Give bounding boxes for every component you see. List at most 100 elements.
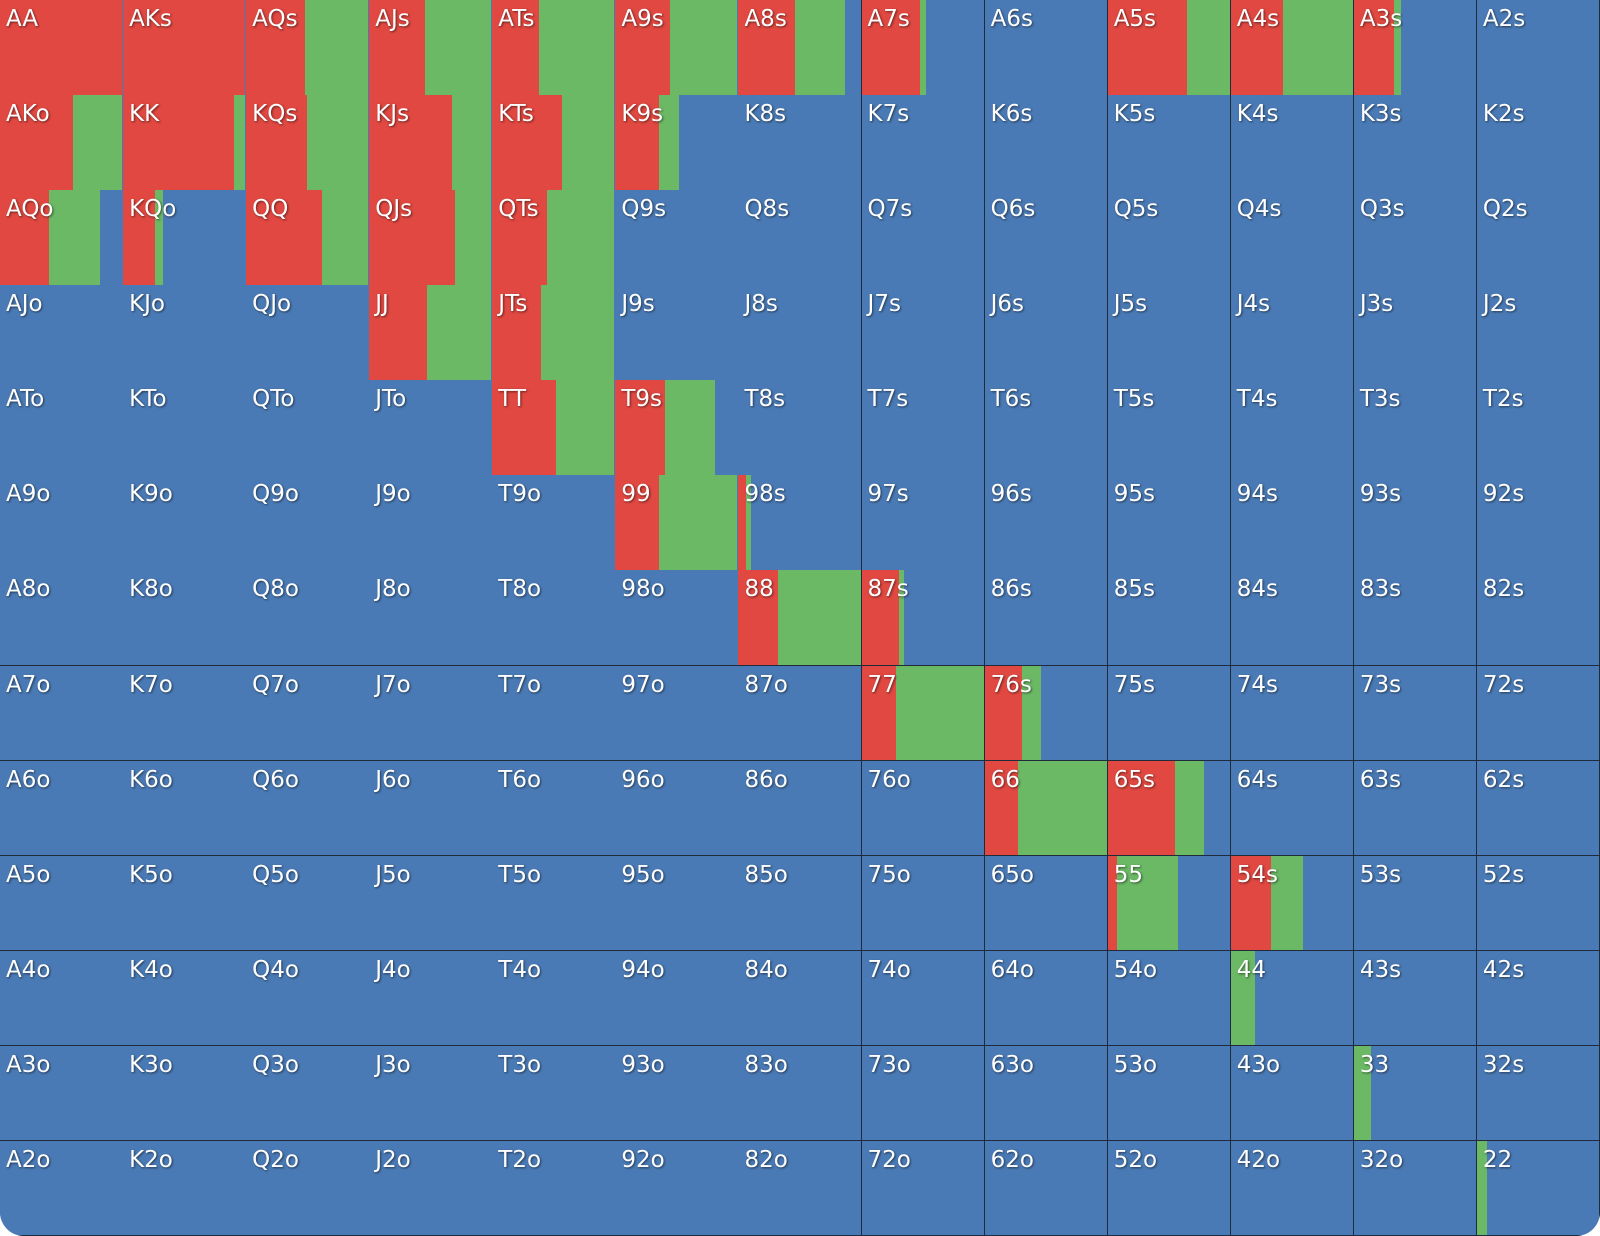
- hand-cell[interactable]: 53o: [1107, 1045, 1232, 1142]
- hand-cell[interactable]: 83o: [738, 1045, 863, 1142]
- hand-cell[interactable]: 95s: [1107, 475, 1232, 571]
- hand-cell[interactable]: T5s: [1107, 380, 1232, 476]
- hand-cell[interactable]: 42o: [1230, 1140, 1355, 1236]
- hand-cell[interactable]: T2o: [492, 1140, 616, 1236]
- hand-cell[interactable]: 44: [1230, 950, 1355, 1047]
- hand-cell[interactable]: 65o: [984, 855, 1109, 952]
- hand-cell[interactable]: KJo: [123, 285, 247, 381]
- hand-cell[interactable]: 82s: [1476, 570, 1600, 667]
- hand-cell[interactable]: J9o: [369, 475, 493, 571]
- hand-cell[interactable]: 76o: [861, 760, 986, 857]
- hand-cell[interactable]: QTs: [492, 190, 616, 286]
- hand-cell[interactable]: 65s: [1107, 760, 1232, 857]
- hand-cell[interactable]: 87o: [738, 665, 863, 762]
- hand-cell[interactable]: T7o: [492, 665, 616, 762]
- hand-cell[interactable]: T4s: [1230, 380, 1355, 476]
- hand-cell[interactable]: 74s: [1230, 665, 1355, 762]
- hand-cell[interactable]: AKs: [123, 0, 247, 96]
- hand-cell[interactable]: Q2s: [1476, 190, 1600, 286]
- hand-cell[interactable]: JTs: [492, 285, 616, 381]
- hand-cell[interactable]: K8o: [123, 570, 247, 667]
- hand-cell[interactable]: K3o: [123, 1045, 247, 1142]
- hand-cell[interactable]: K6s: [984, 95, 1109, 191]
- hand-cell[interactable]: 83s: [1353, 570, 1478, 667]
- hand-cell[interactable]: 82o: [738, 1140, 863, 1236]
- hand-cell[interactable]: A8o: [0, 570, 124, 667]
- hand-cell[interactable]: T9o: [492, 475, 616, 571]
- hand-cell[interactable]: 99: [615, 475, 739, 571]
- hand-cell[interactable]: Q3o: [246, 1045, 370, 1142]
- hand-cell[interactable]: A4o: [0, 950, 124, 1047]
- hand-cell[interactable]: K8s: [738, 95, 863, 191]
- hand-cell[interactable]: 62s: [1476, 760, 1600, 857]
- hand-cell[interactable]: A5o: [0, 855, 124, 952]
- hand-cell[interactable]: K5s: [1107, 95, 1232, 191]
- hand-cell[interactable]: AJo: [0, 285, 124, 381]
- hand-cell[interactable]: 96o: [615, 760, 739, 857]
- hand-cell[interactable]: 55: [1107, 855, 1232, 952]
- hand-cell[interactable]: QJo: [246, 285, 370, 381]
- hand-cell[interactable]: 53s: [1353, 855, 1478, 952]
- hand-cell[interactable]: 95o: [615, 855, 739, 952]
- hand-cell[interactable]: 54s: [1230, 855, 1355, 952]
- hand-cell[interactable]: 86o: [738, 760, 863, 857]
- hand-cell[interactable]: T2s: [1476, 380, 1600, 476]
- hand-cell[interactable]: K3s: [1353, 95, 1478, 191]
- hand-cell[interactable]: K7s: [861, 95, 986, 191]
- hand-cell[interactable]: 84s: [1230, 570, 1355, 667]
- hand-cell[interactable]: J8s: [738, 285, 863, 381]
- hand-cell[interactable]: Q9o: [246, 475, 370, 571]
- hand-cell[interactable]: A4s: [1230, 0, 1355, 96]
- hand-cell[interactable]: KQs: [246, 95, 370, 191]
- hand-cell[interactable]: 77: [861, 665, 986, 762]
- hand-cell[interactable]: J2s: [1476, 285, 1600, 381]
- hand-cell[interactable]: 52o: [1107, 1140, 1232, 1236]
- hand-cell[interactable]: J2o: [369, 1140, 493, 1236]
- hand-cell[interactable]: 73o: [861, 1045, 986, 1142]
- hand-cell[interactable]: ATs: [492, 0, 616, 96]
- hand-cell[interactable]: A9s: [615, 0, 739, 96]
- hand-cell[interactable]: J6o: [369, 760, 493, 857]
- hand-cell[interactable]: AQo: [0, 190, 124, 286]
- hand-cell[interactable]: J7o: [369, 665, 493, 762]
- hand-cell[interactable]: Q5s: [1107, 190, 1232, 286]
- hand-cell[interactable]: A6o: [0, 760, 124, 857]
- hand-cell[interactable]: 93s: [1353, 475, 1478, 571]
- hand-cell[interactable]: AKo: [0, 95, 124, 191]
- hand-cell[interactable]: 33: [1353, 1045, 1478, 1142]
- hand-cell[interactable]: K2o: [123, 1140, 247, 1236]
- hand-cell[interactable]: K5o: [123, 855, 247, 952]
- hand-cell[interactable]: A6s: [984, 0, 1109, 96]
- hand-cell[interactable]: A2s: [1476, 0, 1600, 96]
- hand-cell[interactable]: 66: [984, 760, 1109, 857]
- hand-cell[interactable]: A3o: [0, 1045, 124, 1142]
- hand-cell[interactable]: T3o: [492, 1045, 616, 1142]
- hand-cell[interactable]: Q6o: [246, 760, 370, 857]
- hand-cell[interactable]: 88: [738, 570, 863, 667]
- hand-cell[interactable]: K6o: [123, 760, 247, 857]
- hand-cell[interactable]: ATo: [0, 380, 124, 476]
- hand-cell[interactable]: Q8o: [246, 570, 370, 667]
- hand-cell[interactable]: 98o: [615, 570, 739, 667]
- hand-cell[interactable]: AQs: [246, 0, 370, 96]
- hand-cell[interactable]: 84o: [738, 950, 863, 1047]
- hand-cell[interactable]: KJs: [369, 95, 493, 191]
- hand-cell[interactable]: A7o: [0, 665, 124, 762]
- hand-cell[interactable]: 86s: [984, 570, 1109, 667]
- hand-cell[interactable]: J5s: [1107, 285, 1232, 381]
- hand-cell[interactable]: T6s: [984, 380, 1109, 476]
- hand-cell[interactable]: Q9s: [615, 190, 739, 286]
- hand-cell[interactable]: 87s: [861, 570, 986, 667]
- hand-cell[interactable]: Q2o: [246, 1140, 370, 1236]
- hand-cell[interactable]: 43o: [1230, 1045, 1355, 1142]
- hand-cell[interactable]: Q8s: [738, 190, 863, 286]
- hand-cell[interactable]: 96s: [984, 475, 1109, 571]
- hand-cell[interactable]: 92s: [1476, 475, 1600, 571]
- hand-cell[interactable]: T9s: [615, 380, 739, 476]
- hand-cell[interactable]: Q3s: [1353, 190, 1478, 286]
- hand-cell[interactable]: 54o: [1107, 950, 1232, 1047]
- hand-cell[interactable]: J5o: [369, 855, 493, 952]
- hand-cell[interactable]: J4o: [369, 950, 493, 1047]
- hand-cell[interactable]: 75o: [861, 855, 986, 952]
- hand-cell[interactable]: 74o: [861, 950, 986, 1047]
